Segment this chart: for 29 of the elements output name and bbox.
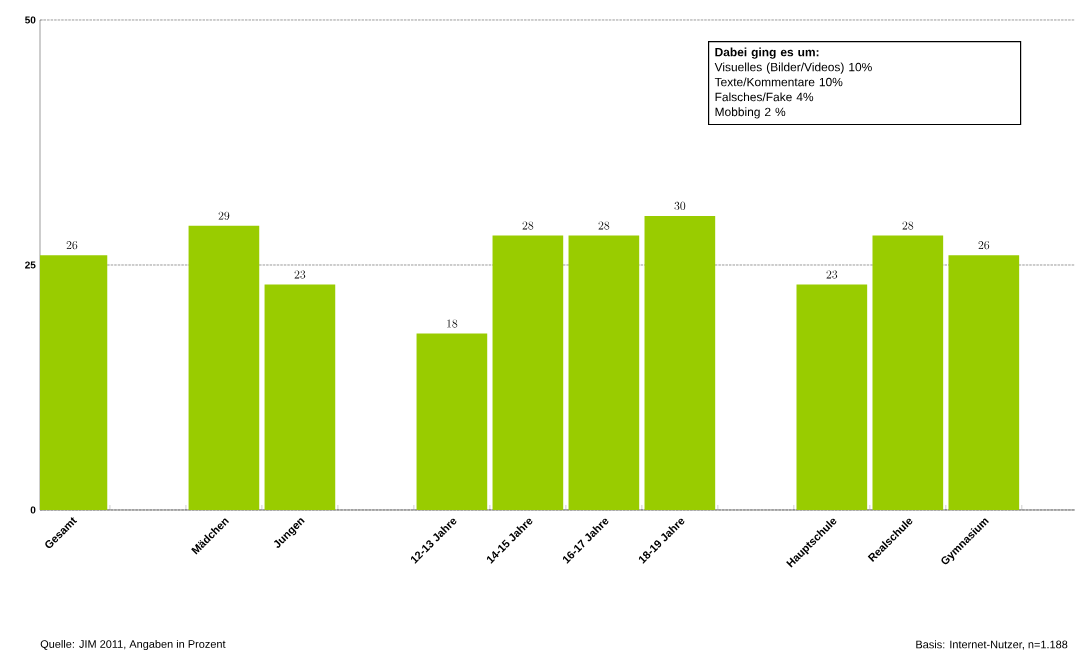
- annotation: Falsches/Fake 4%: [715, 92, 814, 102]
- bar: [188, 225, 260, 510]
- data-label: 23: [826, 270, 838, 279]
- bar: [492, 235, 564, 510]
- data-label: 28: [598, 221, 610, 230]
- data-label: 28: [522, 221, 534, 230]
- text: Basis: Internet-Nutzer, n=1.188: [916, 640, 1068, 650]
- data-label: 18: [447, 319, 458, 328]
- annotation: Visuelles (Bilder/Videos) 10%: [714, 62, 872, 74]
- data-label: 30: [674, 201, 686, 211]
- bar: [796, 284, 868, 510]
- source-note: Quelle: JIM 2011, Angaben in Prozent: [40, 639, 226, 651]
- bar: [948, 255, 1020, 510]
- annotation: Dabei ging es um:: [715, 47, 819, 59]
- data-label: 26: [66, 241, 78, 250]
- bar: [416, 333, 488, 510]
- bar: [264, 284, 336, 510]
- y-tick-label: 50: [25, 16, 36, 24]
- data-label: 28: [902, 221, 914, 230]
- data-label: 29: [218, 211, 230, 220]
- y-tick-label: 0: [30, 506, 36, 514]
- bar: [644, 215, 716, 510]
- data-label: 26: [978, 241, 990, 250]
- annotation: Mobbing 2 %: [715, 107, 786, 119]
- y-tick-label: 25: [25, 261, 36, 269]
- annotation: Texte/Kommentare 10%: [714, 77, 843, 87]
- bar: [568, 235, 640, 510]
- bar: [872, 235, 944, 510]
- data-label: 23: [294, 270, 306, 279]
